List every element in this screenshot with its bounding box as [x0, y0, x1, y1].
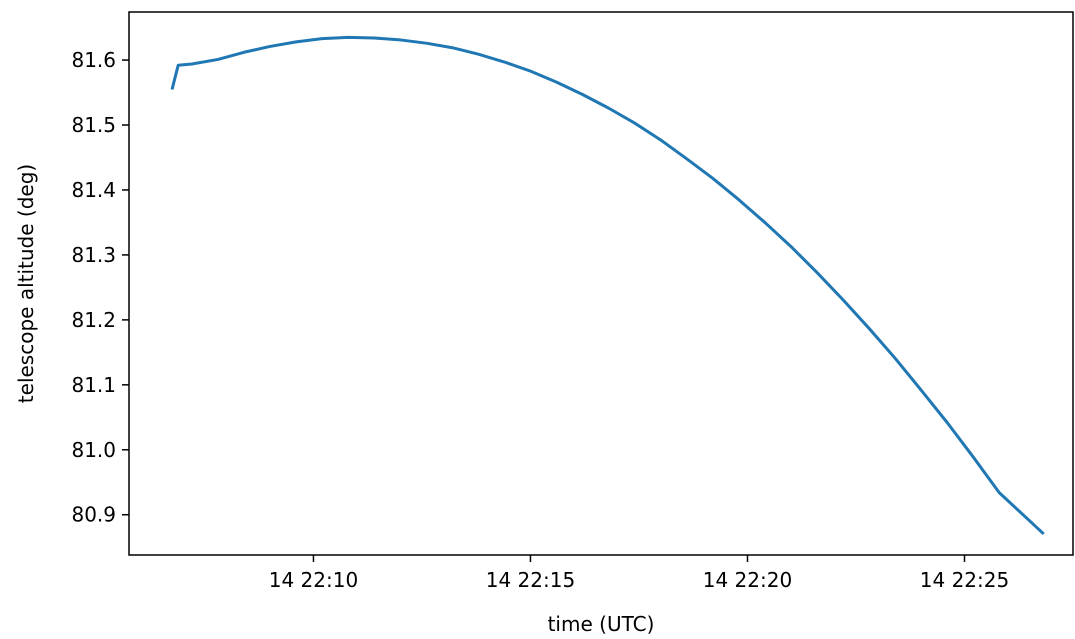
y-tick-label: 81.0 [71, 438, 116, 462]
y-tick-label: 81.1 [71, 373, 116, 397]
y-tick-label: 81.6 [71, 48, 116, 72]
x-tick-label: 14 22:15 [486, 568, 575, 592]
y-axis-ticks: 80.9 81.0 81.1 81.2 81.3 81.4 81.5 81.6 [71, 48, 129, 527]
y-tick-label: 80.9 [71, 503, 116, 527]
y-tick-label: 81.2 [71, 308, 116, 332]
y-tick-label: 81.4 [71, 178, 116, 202]
x-tick-label: 14 22:10 [269, 568, 358, 592]
x-axis-label: time (UTC) [548, 612, 655, 636]
plot-area-frame [128, 11, 1074, 556]
x-axis-ticks: 14 22:10 14 22:15 14 22:20 14 22:25 [269, 555, 1009, 592]
x-tick-label: 14 22:20 [703, 568, 792, 592]
y-axis-label: telescope altitude (deg) [14, 164, 38, 403]
series-line [170, 35, 1045, 536]
y-tick-label: 81.3 [71, 243, 116, 267]
x-tick-label: 14 22:25 [920, 568, 1009, 592]
y-tick-label: 81.5 [71, 113, 116, 137]
